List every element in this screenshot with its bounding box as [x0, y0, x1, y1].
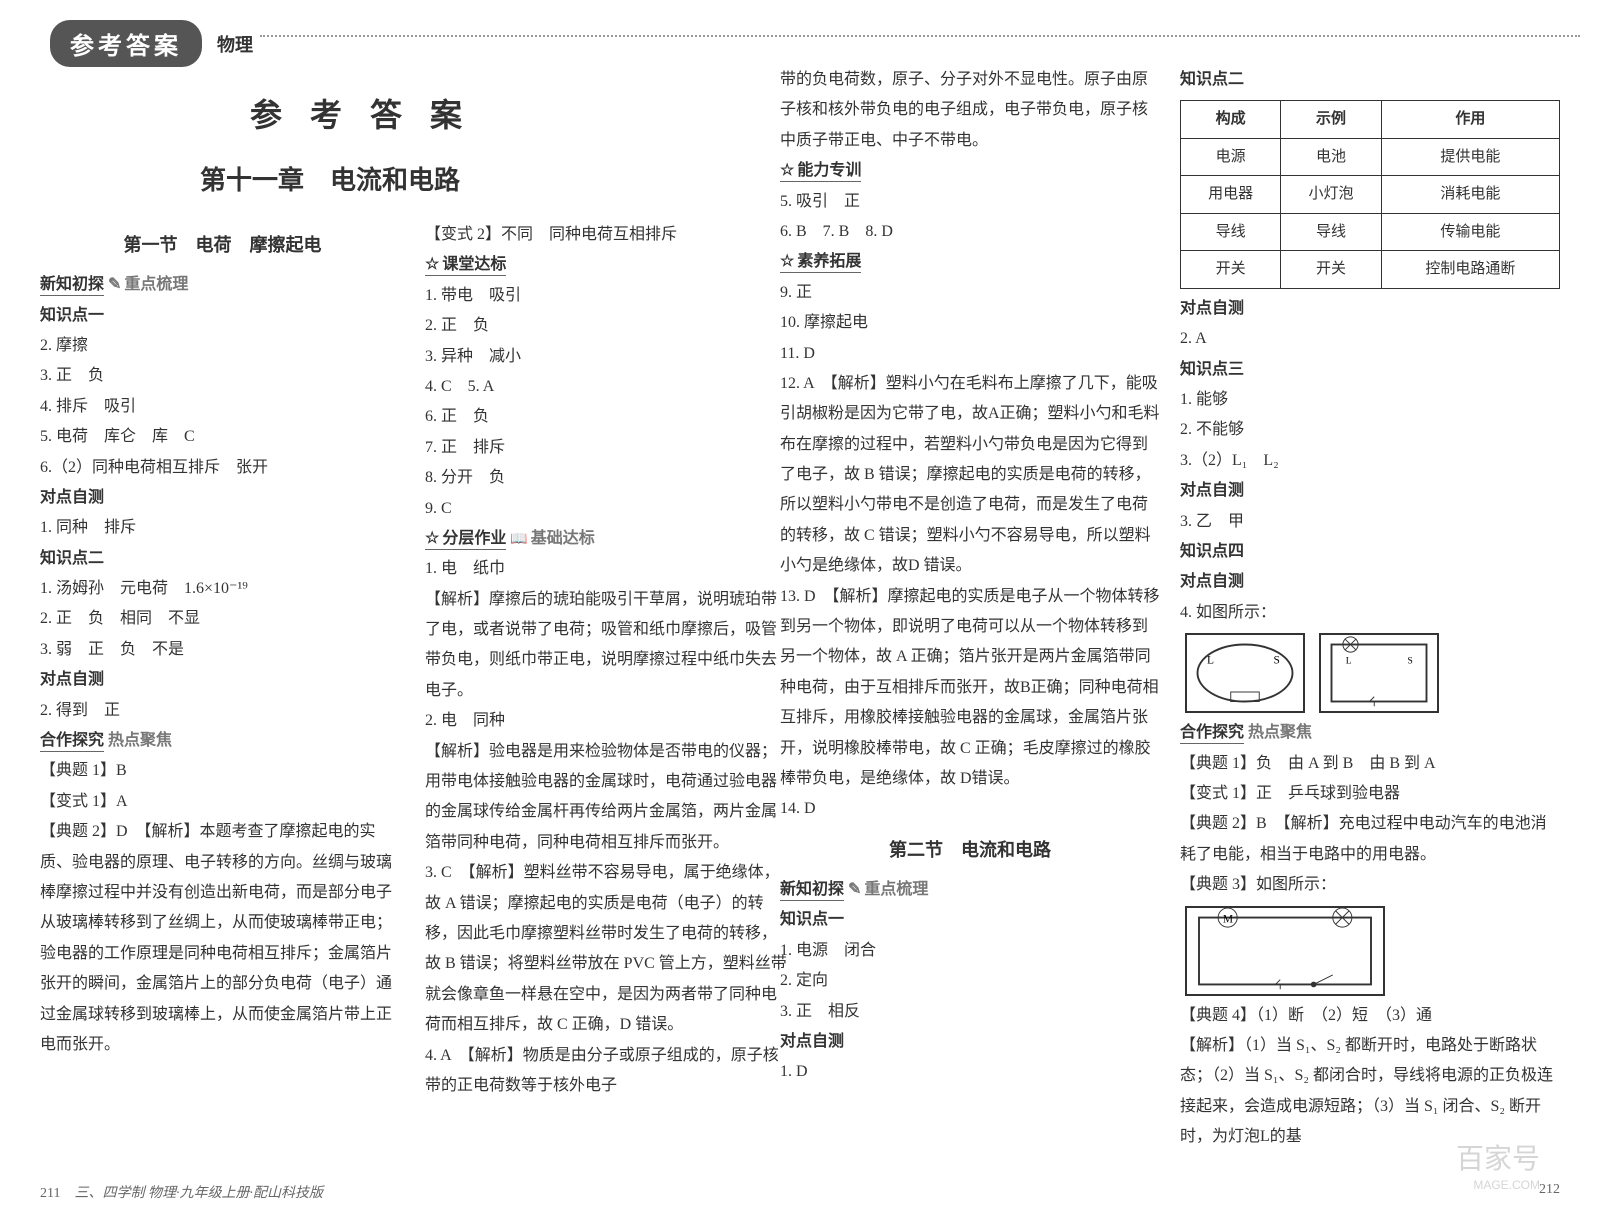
chapter-title: 第十一章 电流和电路: [200, 160, 460, 197]
th: 示例: [1281, 101, 1381, 139]
text: 6.（2）同种电荷相互排斥 张开: [40, 453, 405, 483]
text: 3. 正 负: [40, 361, 405, 391]
header-badge: 参考答案: [50, 20, 202, 67]
text: 4. A 【解析】物质是由分子或原子组成的，原子核带的正电荷数等于核外电子: [425, 1041, 790, 1102]
zhongdian-header: 重点梳理: [108, 276, 188, 293]
td: 用电器: [1181, 176, 1281, 214]
th: 构成: [1181, 101, 1281, 139]
text: 5. 电荷 库仑 库 C: [40, 422, 405, 452]
text: 1. 汤姆孙 元电荷 1.6×10⁻¹⁹: [40, 574, 405, 604]
jichu-header: 基础达标: [510, 530, 594, 547]
col3-cont: 带的负电荷数，原子、分子对外不显电性。原子由原子核和核外带负电的电子组成，电子带…: [780, 65, 1160, 156]
td: 小灯泡: [1281, 176, 1381, 214]
text: 对点自测: [40, 665, 405, 695]
td: 电池: [1281, 138, 1381, 176]
text: 【变式 2】不同 同种电荷互相排斥: [425, 220, 790, 250]
text: 【解析】验电器是用来检验物体是否带电的仪器；用带电体接触验电器的金属球时，电荷通…: [425, 737, 790, 859]
watermark: 百家号: [1456, 1137, 1540, 1177]
page-right: 212: [1539, 1182, 1560, 1202]
text: 3. 异种 减小: [425, 342, 790, 372]
td: 电源: [1181, 138, 1281, 176]
text: 【典题 2】D 【解析】本题考查了摩擦起电的实质、验电器的原理、电子转移的方向。…: [40, 817, 405, 1060]
header-subject: 物理: [217, 31, 253, 57]
watermark-sub: MAGE.COM: [1473, 1178, 1540, 1192]
th: 作用: [1381, 101, 1559, 139]
text: 2. 正 负: [425, 311, 790, 341]
text: 【典题 1】B: [40, 756, 405, 786]
text: 5. 吸引 正: [780, 187, 1160, 217]
text: 6. 正 负: [425, 402, 790, 432]
text: 2. 电 同种: [425, 706, 790, 736]
nengli-header: 能力专训: [780, 162, 861, 182]
td: 提供电能: [1381, 138, 1559, 176]
text: 4. 排斥 吸引: [40, 392, 405, 422]
text: 9. C: [425, 494, 790, 524]
text: 2. 得到 正: [40, 696, 405, 726]
text: 7. 正 排斥: [425, 433, 790, 463]
text: 2. 正 负 相同 不显: [40, 604, 405, 634]
text: 1. 带电 吸引: [425, 281, 790, 311]
section1-title: 第一节 电荷 摩擦起电: [40, 228, 405, 262]
ketang-header: 课堂达标: [425, 256, 506, 276]
header-divider: [260, 35, 1580, 37]
xinzhi-header: 新知初探: [40, 276, 104, 296]
text: 【变式 1】A: [40, 787, 405, 817]
main-title: 参 考 答 案: [250, 90, 472, 136]
text: 对点自测: [40, 483, 405, 513]
text: 3. C 【解析】塑料丝带不容易导电，属于绝缘体，故 A 错误；摩擦起电的实质是…: [425, 858, 790, 1040]
hezuo-header: 合作探究: [40, 732, 104, 752]
fenceng-header: 分层作业: [425, 530, 506, 550]
text: 3. 弱 正 负 不是: [40, 635, 405, 665]
text: 1. 同种 排斥: [40, 513, 405, 543]
text: 知识点一: [40, 301, 405, 331]
text: 4. C 5. A: [425, 372, 790, 402]
text: 【解析】摩擦后的琥珀能吸引干草屑，说明琥珀带了电，或者说带了电荷；吸管和纸巾摩擦…: [425, 585, 790, 707]
text: 知识点二: [40, 544, 405, 574]
text: 1. 电 纸巾: [425, 554, 790, 584]
text: 8. 分开 负: [425, 463, 790, 493]
text: 2. 摩擦: [40, 331, 405, 361]
td: 消耗电能: [1381, 176, 1559, 214]
zsd2: 知识点二: [1180, 65, 1560, 95]
redian-header: 热点聚焦: [108, 732, 172, 749]
page-left: 211 三、四学制 物理·九年级上册·配山科技版: [40, 1182, 323, 1202]
